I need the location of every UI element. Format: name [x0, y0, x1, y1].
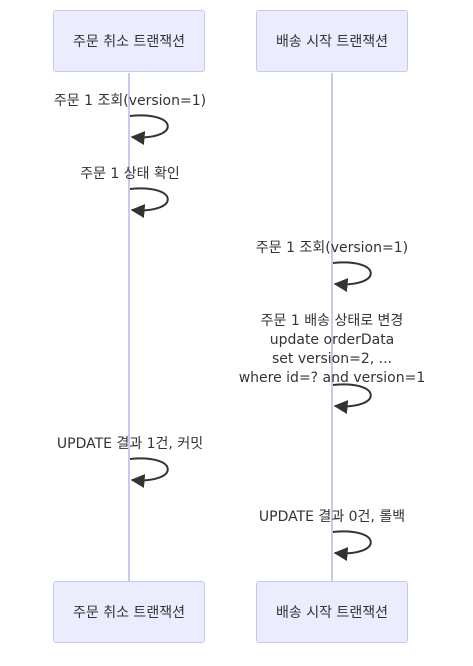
message-5-arrow: [129, 457, 169, 489]
message-4-line-2: update orderData: [269, 332, 395, 348]
message-4-label: 주문 1 배송 상태로 변경 update orderData set vers…: [232, 312, 432, 388]
actor-cancel-top-label: 주문 취소 트랜잭션: [73, 34, 185, 50]
message-1-arrow: [129, 114, 169, 146]
actor-delivery-bottom-label: 배송 시작 트랜잭션: [276, 605, 388, 621]
message-4-arrow: [332, 383, 372, 415]
message-1-line-1: 주문 1 조회(version=1): [53, 93, 207, 109]
message-3-arrow: [332, 261, 372, 293]
actor-cancel-bottom-label: 주문 취소 트랜잭션: [73, 605, 185, 621]
message-5-label: UPDATE 결과 1건, 커밋: [30, 435, 230, 454]
message-4-line-3: set version=2, ...: [271, 351, 392, 367]
actor-delivery-top-label: 배송 시작 트랜잭션: [276, 34, 388, 50]
message-4-line-4: where id=? and version=1: [238, 370, 426, 386]
lifeline-delivery: [331, 73, 333, 581]
message-3-label: 주문 1 조회(version=1): [232, 239, 432, 258]
actor-delivery-top: 배송 시작 트랜잭션: [256, 10, 408, 72]
actor-delivery-bottom: 배송 시작 트랜잭션: [256, 581, 408, 643]
message-6-arrow: [332, 530, 372, 562]
lifeline-cancel: [128, 73, 130, 581]
message-5-line-1: UPDATE 결과 1건, 커밋: [56, 436, 204, 452]
message-6-label: UPDATE 결과 0건, 롤백: [232, 508, 432, 527]
message-4-line-1: 주문 1 배송 상태로 변경: [260, 313, 404, 329]
message-3-line-1: 주문 1 조회(version=1): [255, 240, 409, 256]
actor-cancel-bottom: 주문 취소 트랜잭션: [53, 581, 205, 643]
message-1-label: 주문 1 조회(version=1): [30, 92, 230, 111]
message-2-label: 주문 1 상태 확인: [30, 165, 230, 184]
message-2-line-1: 주문 1 상태 확인: [80, 166, 180, 182]
message-6-line-1: UPDATE 결과 0건, 롤백: [258, 509, 406, 525]
actor-cancel-top: 주문 취소 트랜잭션: [53, 10, 205, 72]
message-2-arrow: [129, 187, 169, 219]
